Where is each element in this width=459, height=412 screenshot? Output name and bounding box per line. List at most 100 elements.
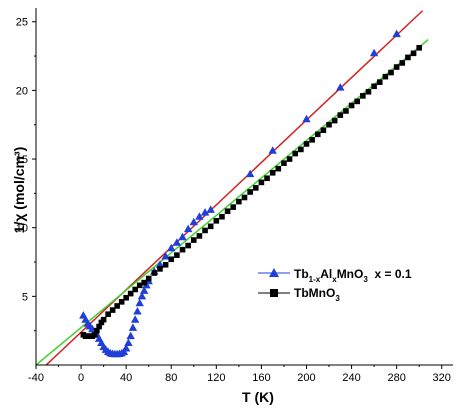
x-tick-label: 120 (207, 372, 225, 384)
data-point (388, 69, 394, 76)
data-point (185, 242, 191, 249)
data-point (399, 60, 406, 66)
data-point (135, 298, 144, 307)
data-point (360, 93, 366, 99)
data-point (268, 146, 277, 154)
data-point (132, 286, 138, 293)
data-point (123, 294, 129, 301)
data-point (309, 137, 315, 143)
data-point (269, 169, 276, 176)
data-point (94, 327, 100, 334)
data-point (183, 224, 193, 233)
data-point (206, 205, 215, 213)
y-tick-label: 25 (16, 17, 28, 29)
data-point (247, 189, 253, 195)
data-point (141, 279, 147, 286)
data-point (410, 50, 417, 57)
data-point (365, 88, 372, 95)
fit-line-2 (36, 39, 429, 365)
y-axis-label: 1/χ (mol/cm³) (11, 147, 27, 234)
x-tick-label: 0 (78, 372, 84, 384)
series-2 (80, 45, 422, 339)
data-point (202, 227, 208, 234)
x-tick-label: 320 (433, 372, 451, 384)
data-point (124, 338, 133, 347)
data-point (376, 79, 383, 85)
data-point (393, 64, 400, 70)
data-point (128, 323, 138, 331)
data-point (405, 54, 411, 61)
data-point (133, 306, 142, 315)
x-tick-label: 80 (165, 372, 177, 384)
data-point (168, 256, 175, 263)
data-point (213, 218, 220, 224)
series-1 (79, 29, 401, 358)
data-point (174, 252, 180, 258)
data-point (331, 117, 338, 124)
data-point (179, 246, 186, 253)
data-point (207, 223, 214, 230)
data-point (224, 208, 231, 215)
data-point (139, 286, 149, 294)
x-tick-label: 160 (252, 372, 270, 384)
data-point (348, 102, 355, 109)
data-point (130, 315, 140, 323)
data-point (109, 307, 116, 313)
data-point (189, 217, 198, 226)
data-point (196, 233, 203, 239)
legend-triangle-marker (269, 268, 279, 277)
tick-labels: -40 0 40 80 120 160 200 240 280 320 5 10 15 20 25 (16, 17, 451, 384)
legend-label-1: Tb1-xAlxMnO3 x = 0.1 (294, 267, 412, 284)
data-point (320, 127, 327, 134)
data-point (416, 45, 422, 51)
data-point (162, 261, 169, 268)
data-point (371, 83, 377, 90)
data-point (200, 208, 210, 216)
legend: Tb1-xAlxMnO3 x = 0.1 TbMnO3 (258, 267, 412, 303)
data-point (303, 141, 310, 147)
y-tick-label: 15 (16, 154, 28, 166)
data-point (337, 112, 344, 118)
data-point (302, 114, 311, 123)
data-point (136, 282, 143, 289)
axes (32, 8, 453, 369)
data-point (157, 266, 163, 272)
data-point (245, 169, 255, 178)
data-point (91, 331, 98, 338)
data-point (336, 83, 345, 91)
legend-square-marker (270, 289, 278, 297)
data-point (118, 299, 125, 305)
data-point (137, 291, 147, 300)
data-point (369, 48, 379, 57)
data-point (167, 243, 176, 252)
y-tick-label: 20 (16, 85, 28, 97)
x-axis-label: T (K) (242, 389, 274, 405)
data-point (105, 311, 111, 317)
data-point (354, 98, 361, 105)
data-point (151, 270, 158, 276)
fit-lines (36, 10, 429, 365)
data-point (145, 275, 152, 282)
data-point (100, 316, 107, 323)
data-point (96, 323, 102, 330)
data-point (114, 303, 120, 309)
x-tick-label: 40 (120, 372, 132, 384)
data-point (258, 179, 265, 186)
x-tick-label: -40 (28, 372, 44, 384)
data-point (195, 212, 204, 220)
y-tick-label: 10 (16, 223, 28, 235)
x-tick-label: 240 (342, 372, 360, 384)
legend-entry-2: TbMnO3 (258, 286, 340, 303)
data-point (178, 232, 187, 241)
x-tick-label: 280 (387, 372, 405, 384)
data-point (286, 156, 293, 162)
data-point (281, 160, 287, 166)
legend-label-2: TbMnO3 (294, 286, 340, 303)
data-point (292, 150, 299, 157)
data-point (392, 29, 401, 38)
data-point (275, 165, 282, 172)
data-point (241, 194, 248, 201)
data-point (190, 237, 197, 243)
data-point (126, 331, 135, 340)
data-point (219, 213, 225, 220)
